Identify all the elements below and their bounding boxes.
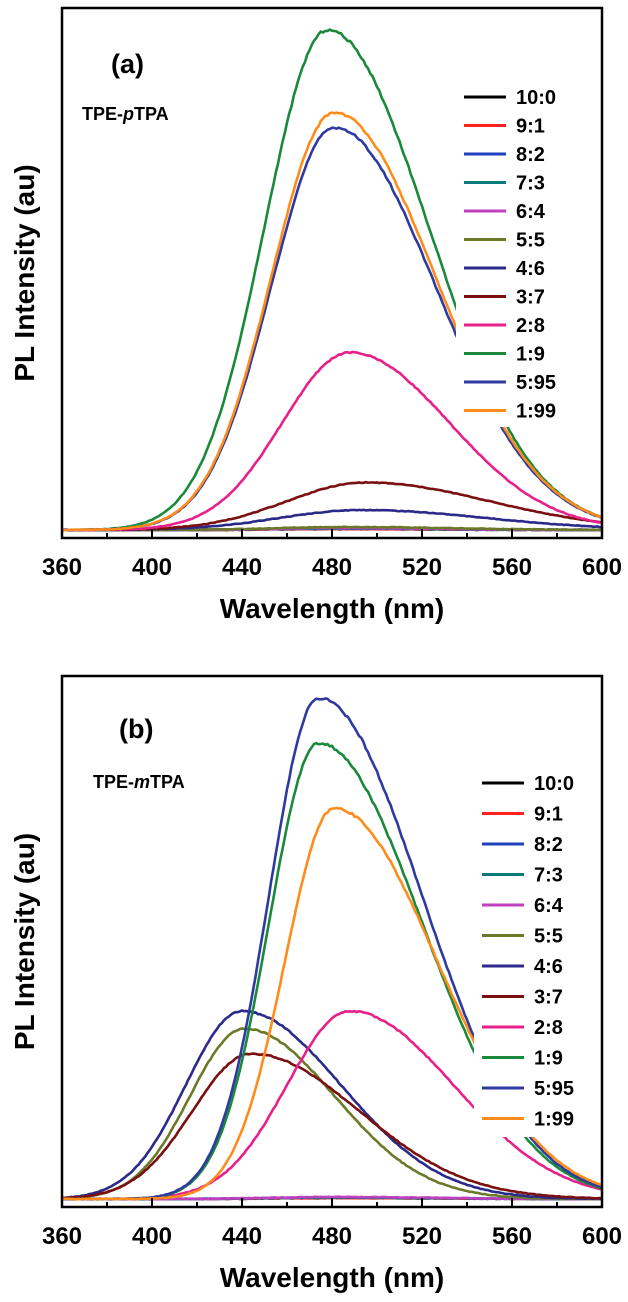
compound-italic: m (134, 772, 150, 792)
legend-label-5-5: 5:5 (534, 926, 563, 948)
legend-label-10-0: 10:0 (534, 773, 574, 795)
legend-label-10-0: 10:0 (516, 87, 556, 109)
series-line-3-7 (62, 1052, 602, 1200)
legend-label-5-5: 5:5 (516, 230, 545, 252)
series-line-1-99 (62, 111, 602, 532)
compound-suffix: TPA (150, 772, 185, 792)
x-tick-label: 520 (402, 1223, 442, 1250)
legend-label-5-95: 5:95 (534, 1078, 574, 1100)
legend-label-5-95: 5:95 (516, 372, 556, 394)
legend-label-3-7: 3:7 (534, 987, 563, 1009)
x-tick-label: 600 (582, 554, 622, 581)
x-tick-label: 360 (42, 1223, 82, 1250)
legend-label-2-8: 2:8 (534, 1017, 563, 1039)
x-tick-label: 560 (492, 1223, 532, 1250)
y-axis-title: PL Intensity (au) (9, 164, 40, 381)
panel-label: (a) (111, 49, 144, 79)
compound-prefix: TPE- (82, 104, 123, 124)
legend-label-1-9: 1:9 (534, 1048, 563, 1070)
legend-label-4-6: 4:6 (534, 956, 563, 978)
legend-label-6-4: 6:4 (516, 201, 546, 223)
legend-label-8-2: 8:2 (534, 834, 563, 856)
x-tick-label: 360 (42, 554, 82, 581)
x-tick-label: 560 (492, 554, 532, 581)
x-tick-label: 520 (402, 554, 442, 581)
compound-prefix: TPE- (93, 772, 134, 792)
legend-label-1-99: 1:99 (534, 1109, 574, 1131)
series-line-1-9 (62, 28, 602, 532)
y-axis-title: PL Intensity (au) (9, 833, 40, 1050)
x-axis-title: Wavelength (nm) (220, 593, 445, 624)
x-tick-label: 600 (582, 1223, 622, 1250)
x-tick-label: 440 (222, 1223, 262, 1250)
legend-label-7-3: 7:3 (534, 865, 563, 887)
compound-italic: p (122, 104, 134, 124)
x-tick-label: 480 (312, 1223, 352, 1250)
legend-label-9-1: 9:1 (516, 116, 545, 138)
series-line-2-8 (62, 350, 602, 532)
compound-name: TPE-mTPA (93, 772, 185, 792)
chart-panel-b: 10:0 9:1 8:2 7:3 6:4 5:5 4:6 3:7 2:8 1:9 5:95 1:99 3… (9, 674, 622, 1293)
legend-label-8-2: 8:2 (516, 144, 545, 166)
x-tick-label: 400 (132, 1223, 172, 1250)
legend-label-1-99: 1:99 (516, 401, 556, 423)
legend-background (456, 79, 600, 427)
legend-label-1-9: 1:9 (516, 344, 545, 366)
compound-suffix: TPA (134, 104, 169, 124)
chart-panel-a: 10:0 9:1 8:2 7:3 6:4 5:5 4:6 3:7 2:8 1:9 5:95 1:99 3… (9, 6, 622, 624)
compound-name: TPE-pTPA (82, 104, 169, 124)
legend-label-6-4: 6:4 (534, 895, 564, 917)
x-tick-label: 480 (312, 554, 352, 581)
x-axis-title: Wavelength (nm) (220, 1262, 445, 1293)
x-tick-label: 440 (222, 554, 262, 581)
legend-background (474, 765, 600, 1137)
legend-label-2-8: 2:8 (516, 315, 545, 337)
legend-label-3-7: 3:7 (516, 287, 545, 309)
legend-label-7-3: 7:3 (516, 173, 545, 195)
legend-label-4-6: 4:6 (516, 258, 545, 280)
legend-label-9-1: 9:1 (534, 804, 563, 826)
series-line-4-6 (62, 1009, 602, 1201)
panel-label: (b) (119, 714, 153, 744)
series-line-5-5 (62, 1027, 602, 1201)
x-tick-label: 400 (132, 554, 172, 581)
